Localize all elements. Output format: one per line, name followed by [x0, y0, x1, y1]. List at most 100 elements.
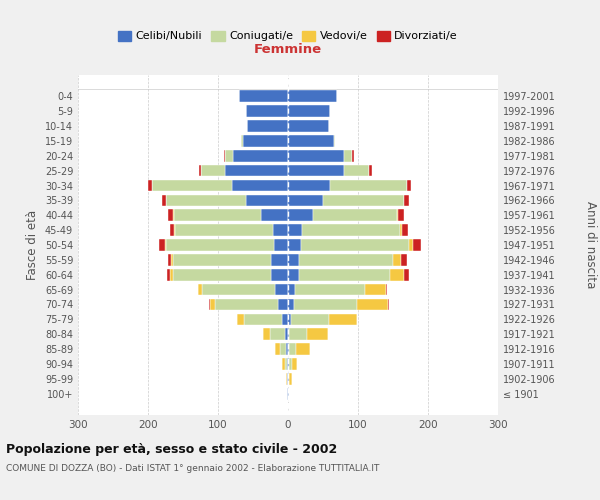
Bar	[241, 135, 242, 146]
Bar	[171, 254, 173, 266]
Bar	[200, 165, 225, 176]
Bar	[288, 314, 291, 325]
Bar	[280, 344, 286, 355]
Bar	[239, 90, 288, 102]
Bar	[296, 344, 310, 355]
Legend: Celibi/Nubili, Coniugati/e, Vedovi/e, Divorziati/e: Celibi/Nubili, Coniugati/e, Vedovi/e, Di…	[113, 26, 463, 46]
Bar	[263, 328, 270, 340]
Bar	[283, 358, 284, 370]
Bar	[148, 180, 151, 192]
Bar	[202, 284, 275, 296]
Bar	[289, 344, 296, 355]
Bar	[286, 344, 288, 355]
Text: Anni di nascita: Anni di nascita	[584, 202, 597, 288]
Bar	[173, 210, 174, 221]
Bar	[170, 269, 173, 280]
Bar	[162, 194, 166, 206]
Bar	[151, 180, 232, 192]
Bar	[275, 284, 288, 296]
Text: COMUNE DI DOZZA (BO) - Dati ISTAT 1° gennaio 2002 - Elaborazione TUTTITALIA.IT: COMUNE DI DOZZA (BO) - Dati ISTAT 1° gen…	[6, 464, 379, 473]
Bar	[402, 224, 408, 236]
Bar	[166, 239, 274, 251]
Bar	[299, 269, 389, 280]
Bar	[295, 284, 365, 296]
Bar	[174, 210, 262, 221]
Bar	[288, 344, 289, 355]
Bar	[278, 298, 288, 310]
Bar	[334, 135, 335, 146]
Bar	[293, 298, 356, 310]
Bar	[289, 358, 292, 370]
Bar	[270, 328, 285, 340]
Bar	[407, 180, 410, 192]
Bar	[302, 224, 400, 236]
Bar	[352, 150, 354, 162]
Bar	[330, 180, 407, 192]
Bar	[344, 150, 352, 162]
Bar	[283, 314, 288, 325]
Bar	[271, 269, 288, 280]
Bar	[271, 254, 288, 266]
Bar	[287, 358, 288, 370]
Bar	[285, 328, 288, 340]
Bar	[291, 314, 329, 325]
Bar	[199, 165, 200, 176]
Bar	[244, 314, 283, 325]
Bar	[232, 180, 288, 192]
Bar	[307, 328, 328, 340]
Bar	[284, 358, 287, 370]
Bar	[400, 224, 402, 236]
Bar	[288, 210, 313, 221]
Bar	[299, 254, 393, 266]
Bar	[262, 210, 288, 221]
Bar	[288, 328, 289, 340]
Bar	[398, 210, 404, 221]
Bar	[288, 120, 329, 132]
Bar	[288, 224, 302, 236]
Bar	[174, 224, 175, 236]
Bar	[368, 165, 372, 176]
Bar	[159, 239, 165, 251]
Bar	[198, 284, 199, 296]
Bar	[215, 298, 278, 310]
Bar	[289, 373, 292, 384]
Bar	[199, 284, 202, 296]
Bar	[168, 210, 173, 221]
Bar	[289, 328, 307, 340]
Bar	[288, 135, 334, 146]
Bar	[288, 254, 299, 266]
Bar	[170, 224, 174, 236]
Bar	[167, 254, 171, 266]
Bar	[225, 165, 288, 176]
Bar	[287, 373, 288, 384]
Bar	[274, 239, 288, 251]
Bar	[288, 180, 330, 192]
Bar	[246, 106, 288, 117]
Bar	[166, 194, 246, 206]
Bar	[288, 194, 323, 206]
Bar	[388, 298, 389, 310]
Bar	[397, 210, 398, 221]
Y-axis label: Fasce di età: Fasce di età	[26, 210, 39, 280]
Bar	[401, 254, 407, 266]
Text: Popolazione per età, sesso e stato civile - 2002: Popolazione per età, sesso e stato civil…	[6, 442, 337, 456]
Text: Femmine: Femmine	[254, 44, 322, 57]
Bar	[224, 150, 225, 162]
Bar	[173, 269, 271, 280]
Bar	[209, 298, 215, 310]
Bar	[288, 269, 299, 280]
Bar	[404, 194, 409, 206]
Bar	[173, 254, 271, 266]
Bar	[288, 388, 289, 400]
Bar	[386, 284, 388, 296]
Bar	[275, 344, 280, 355]
Bar	[287, 388, 288, 400]
Bar	[292, 358, 297, 370]
Bar	[288, 239, 301, 251]
Bar	[288, 90, 337, 102]
Bar	[288, 150, 344, 162]
Bar	[272, 224, 288, 236]
Bar	[323, 194, 404, 206]
Bar	[356, 298, 388, 310]
Bar	[393, 254, 401, 266]
